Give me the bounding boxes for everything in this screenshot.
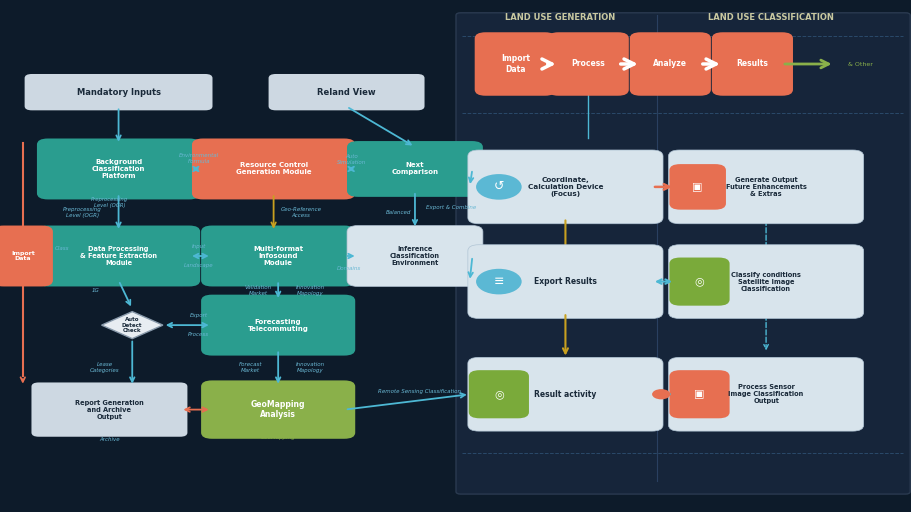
FancyBboxPatch shape bbox=[200, 380, 354, 439]
Text: & Other: & Other bbox=[847, 61, 872, 67]
Text: ≡: ≡ bbox=[493, 275, 504, 288]
Text: Geo-Reference
Access: Geo-Reference Access bbox=[281, 207, 321, 218]
Text: ↺: ↺ bbox=[493, 180, 504, 194]
Text: Result activity: Result activity bbox=[534, 390, 596, 399]
Text: LAND USE GENERATION: LAND USE GENERATION bbox=[505, 13, 614, 23]
FancyBboxPatch shape bbox=[669, 370, 729, 418]
Circle shape bbox=[476, 269, 521, 294]
FancyBboxPatch shape bbox=[31, 382, 187, 437]
Text: Auto
Detect
Check: Auto Detect Check bbox=[122, 317, 142, 333]
FancyBboxPatch shape bbox=[0, 225, 53, 287]
Text: Forecast
Market: Forecast Market bbox=[239, 362, 262, 373]
FancyBboxPatch shape bbox=[346, 225, 482, 287]
Text: Remote Sensing Classification: Remote Sensing Classification bbox=[377, 389, 461, 394]
Text: Innovation
Mapology: Innovation Mapology bbox=[295, 285, 324, 296]
Text: Coordinate,
Calculation Device
(Focus): Coordinate, Calculation Device (Focus) bbox=[527, 177, 602, 197]
FancyBboxPatch shape bbox=[346, 141, 482, 197]
Text: LAND USE CLASSIFICATION: LAND USE CLASSIFICATION bbox=[707, 13, 833, 23]
Text: Export: Export bbox=[189, 313, 208, 318]
Text: GeoMapping
Analysis: GeoMapping Analysis bbox=[251, 400, 305, 419]
Text: Next
Comparison: Next Comparison bbox=[391, 162, 438, 176]
FancyBboxPatch shape bbox=[474, 32, 555, 96]
Text: Forecasting
Telecommuting: Forecasting Telecommuting bbox=[248, 318, 308, 332]
Text: Reland View: Reland View bbox=[317, 88, 375, 97]
FancyBboxPatch shape bbox=[467, 150, 662, 224]
Text: ◎: ◎ bbox=[694, 276, 703, 287]
Text: Analyze: Analyze bbox=[652, 59, 687, 69]
FancyBboxPatch shape bbox=[200, 295, 354, 355]
Text: 1G: 1G bbox=[92, 288, 99, 293]
Text: Export & Combine: Export & Combine bbox=[425, 205, 476, 210]
FancyBboxPatch shape bbox=[547, 32, 628, 96]
Text: Process: Process bbox=[188, 332, 210, 337]
FancyBboxPatch shape bbox=[456, 13, 909, 494]
Text: Input: Input bbox=[191, 244, 206, 249]
Text: Mandatory Inputs: Mandatory Inputs bbox=[77, 88, 160, 97]
Text: Archive: Archive bbox=[99, 437, 119, 442]
Text: Landscape: Landscape bbox=[184, 263, 213, 268]
Circle shape bbox=[651, 389, 670, 399]
FancyBboxPatch shape bbox=[668, 150, 863, 224]
FancyBboxPatch shape bbox=[629, 32, 710, 96]
Text: Process: Process bbox=[570, 59, 605, 69]
Text: Lease
Categories: Lease Categories bbox=[90, 362, 119, 373]
Text: ▣: ▣ bbox=[691, 182, 702, 192]
Text: Import
Data: Import Data bbox=[500, 54, 529, 74]
Text: ◎: ◎ bbox=[494, 389, 503, 399]
Text: Class: Class bbox=[55, 246, 68, 251]
Text: Import
Data: Import Data bbox=[11, 250, 35, 262]
Text: Balanced: Balanced bbox=[385, 210, 411, 215]
Text: GeoMapping: GeoMapping bbox=[261, 435, 295, 440]
Text: Validation
Market: Validation Market bbox=[244, 285, 271, 296]
Text: ▣: ▣ bbox=[693, 389, 704, 399]
Text: Domains: Domains bbox=[337, 266, 361, 271]
Text: Background
Classification
Platform: Background Classification Platform bbox=[92, 159, 145, 179]
FancyBboxPatch shape bbox=[37, 138, 200, 199]
FancyBboxPatch shape bbox=[191, 138, 354, 199]
Text: Results: Results bbox=[736, 59, 767, 69]
FancyBboxPatch shape bbox=[668, 357, 863, 431]
FancyBboxPatch shape bbox=[669, 258, 729, 306]
FancyBboxPatch shape bbox=[468, 370, 528, 418]
Text: Generate Output
Future Enhancements
& Extras: Generate Output Future Enhancements & Ex… bbox=[725, 177, 805, 197]
Text: Resource Control
Generation Module: Resource Control Generation Module bbox=[236, 162, 311, 176]
Text: Multi-format
Infosound
Module: Multi-format Infosound Module bbox=[253, 246, 302, 266]
Text: Process Sensor
Image Classification
Output: Process Sensor Image Classification Outp… bbox=[728, 384, 803, 404]
Text: Classify conditions
Satellite Image
Classification: Classify conditions Satellite Image Clas… bbox=[731, 271, 800, 292]
FancyBboxPatch shape bbox=[669, 164, 725, 210]
Circle shape bbox=[476, 174, 521, 200]
FancyBboxPatch shape bbox=[37, 225, 200, 287]
Text: Innovation
Mapology: Innovation Mapology bbox=[295, 362, 324, 373]
FancyBboxPatch shape bbox=[467, 245, 662, 318]
Text: Environmental
Formula: Environmental Formula bbox=[179, 153, 219, 164]
Text: Export Results: Export Results bbox=[534, 277, 596, 286]
Text: Preprocessing
Level (OGR): Preprocessing Level (OGR) bbox=[63, 207, 101, 218]
FancyBboxPatch shape bbox=[668, 245, 863, 318]
Text: Preprocessing
Level (OGR): Preprocessing Level (OGR) bbox=[91, 197, 128, 208]
FancyBboxPatch shape bbox=[25, 74, 212, 111]
FancyBboxPatch shape bbox=[200, 225, 354, 287]
FancyBboxPatch shape bbox=[711, 32, 792, 96]
Text: Report Generation
and Archive
Output: Report Generation and Archive Output bbox=[75, 399, 144, 420]
Polygon shape bbox=[101, 312, 163, 338]
Text: Data Processing
& Feature Extraction
Module: Data Processing & Feature Extraction Mod… bbox=[80, 246, 157, 266]
Text: Inference
Classification
Environment: Inference Classification Environment bbox=[390, 246, 439, 266]
FancyBboxPatch shape bbox=[268, 74, 424, 111]
Text: Auto
Simulation: Auto Simulation bbox=[337, 154, 366, 165]
FancyBboxPatch shape bbox=[467, 357, 662, 431]
